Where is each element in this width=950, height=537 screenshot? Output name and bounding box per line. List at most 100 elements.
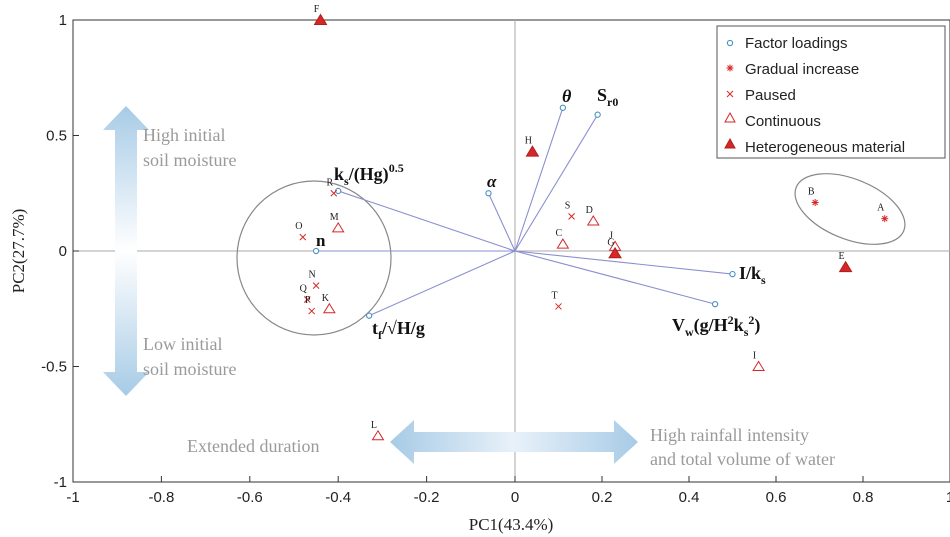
x-marker-stroke (308, 307, 316, 315)
vector-label-n: n (316, 231, 326, 250)
sample-point-M (331, 221, 345, 233)
triangle-filled-marker (608, 246, 622, 259)
x-tick-label: 0 (511, 489, 519, 506)
sample-label-S: S (565, 200, 571, 211)
triangle-open-marker (556, 238, 570, 249)
x-marker-stroke (303, 296, 311, 303)
x-tick-label: -0.8 (148, 489, 174, 506)
x-marker-stroke (330, 189, 338, 197)
annotation-high-rainfall-1: High rainfall intensity (650, 425, 809, 445)
triangle-open-marker (371, 429, 385, 441)
loading-point (729, 270, 736, 278)
x-tick-label: 0.4 (679, 489, 700, 506)
triangle-filled-marker (838, 260, 853, 273)
triangle-open-marker (331, 221, 345, 233)
sample-label-E: E (839, 251, 845, 262)
legend-marker-x (726, 90, 734, 98)
y-tick-label: 1 (59, 12, 67, 29)
loading-vector-line (487, 193, 516, 252)
sample-point-E (838, 260, 853, 273)
sample-label-B: B (808, 186, 815, 197)
sample-label-L: L (371, 420, 377, 431)
sample-point-R (330, 189, 338, 197)
sample-point-P (308, 307, 316, 315)
cluster-circle-left (236, 180, 392, 336)
loading-point (594, 111, 601, 118)
legend-marker-triangle-filled (724, 137, 736, 149)
sample-point-A (881, 215, 889, 223)
legend-label-factor-loadings: Factor loadings (745, 35, 848, 52)
loading-point (312, 247, 320, 255)
legend-marker-asterisk (726, 64, 734, 72)
loading-vector-line (514, 114, 599, 252)
vector-label-theta: θ (562, 86, 572, 106)
rainfall-duration-arrow (390, 420, 638, 464)
x-marker-stroke (568, 212, 575, 220)
sample-label-M: M (330, 212, 339, 223)
vector-label-tf: tf/√H/g (372, 318, 425, 342)
x-tick-label: 0.8 (853, 489, 874, 506)
sample-point-C (556, 238, 570, 249)
x-marker-stroke (555, 303, 562, 310)
sample-point-O (299, 233, 307, 241)
sample-point-H (525, 145, 540, 157)
x-tick-label: 0.6 (766, 489, 787, 506)
x-tick-label: -0.6 (237, 489, 263, 506)
sample-points: F H B A E R O M S D C JG NQP K T I L (295, 4, 889, 441)
sample-label-H: H (525, 136, 532, 147)
sample-point-B (811, 198, 819, 206)
loading-point (485, 190, 492, 197)
x-marker-stroke (299, 233, 307, 241)
axis-ticks: -1 -0.8 -0.6 -0.4 -0.2 0 0.2 0.4 0.6 0.8 1 1 0.5 0 -0.… (41, 12, 950, 506)
sample-point-D (586, 215, 600, 226)
sample-point-Q (303, 296, 311, 303)
loading-vector-line (338, 190, 516, 252)
vector-label-sr0: Sr0 (597, 85, 618, 109)
legend-label-gradual-increase: Gradual increase (745, 61, 859, 78)
vector-label-alpha: α (487, 172, 497, 191)
sample-point-G (608, 246, 622, 259)
y-tick-label: -0.5 (41, 359, 67, 376)
annotation-high-rainfall-2: and total volume of water (650, 449, 835, 469)
triangle-open-marker (752, 360, 765, 371)
vector-label-vw: Vw(g/H2ks2) (672, 313, 760, 339)
sample-label-A: A (877, 203, 885, 214)
sample-point-T (555, 303, 562, 310)
sample-label-N: N (308, 270, 315, 281)
x-tick-label: -0.2 (414, 489, 440, 506)
sample-label-R: R (326, 177, 333, 188)
moisture-arrow (103, 106, 149, 396)
vector-label-ks-hg: ks/(Hg)0.5 (334, 161, 404, 188)
loading-vector-line (514, 250, 716, 305)
sample-label-Q: Q (300, 284, 308, 295)
loading-vector-line (514, 250, 733, 275)
x-axis-title: PC1(43.4%) (469, 515, 554, 534)
x-tick-label: -1 (66, 489, 79, 506)
loading-point (559, 104, 566, 111)
asterisk-marker-stroke (812, 199, 819, 206)
cluster-ellipse-right (794, 173, 906, 245)
sample-label-O: O (295, 221, 302, 232)
legend-box (716, 25, 946, 159)
x-tick-label: 0.2 (592, 489, 613, 506)
sample-point-L (371, 429, 385, 441)
legend-label-paused: Paused (745, 87, 796, 104)
sample-label-C: C (556, 228, 563, 239)
sample-label-D: D (586, 205, 593, 216)
asterisk-marker-stroke (881, 215, 888, 222)
sample-point-N (312, 282, 320, 290)
loading-point (365, 312, 373, 319)
y-axis-title: PC2(27.7%) (9, 209, 28, 294)
sample-point-S (568, 212, 575, 220)
triangle-open-marker (322, 302, 336, 314)
legend: Factor loadings Gradual increase Paused … (716, 25, 946, 159)
y-tick-label: 0.5 (46, 128, 67, 145)
sample-point-I (752, 360, 765, 371)
legend-label-continuous: Continuous (745, 113, 821, 130)
x-marker-stroke (312, 282, 320, 290)
sample-label-T: T (551, 290, 557, 301)
legend-marker-loading (726, 39, 734, 47)
sample-label-I: I (753, 351, 756, 362)
loading-vector-line (368, 250, 516, 317)
x-tick-label: -0.4 (325, 489, 351, 506)
